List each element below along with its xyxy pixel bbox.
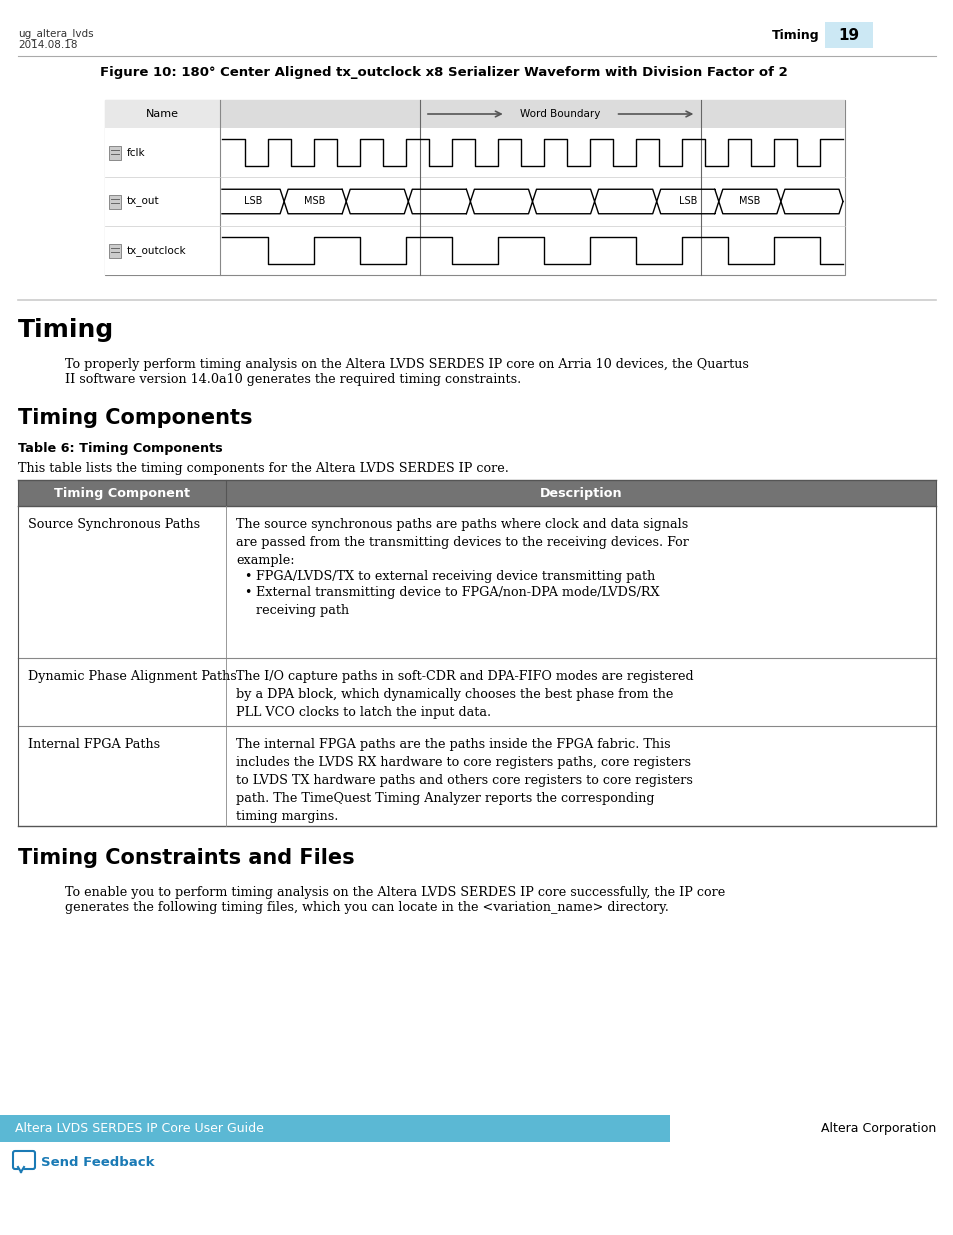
Polygon shape xyxy=(18,1167,24,1172)
Text: Word Boundary: Word Boundary xyxy=(520,109,600,119)
Bar xyxy=(109,194,121,209)
Text: Timing: Timing xyxy=(772,28,820,42)
Text: tx_out: tx_out xyxy=(127,196,159,206)
Bar xyxy=(0,1115,669,1142)
Text: Timing Component: Timing Component xyxy=(54,487,190,499)
Bar xyxy=(18,480,935,506)
Text: Timing Components: Timing Components xyxy=(18,408,253,429)
Text: 2014.08.18: 2014.08.18 xyxy=(18,40,77,49)
Bar xyxy=(18,506,935,658)
Bar xyxy=(109,243,121,258)
Text: ug_altera_lvds: ug_altera_lvds xyxy=(18,28,93,40)
Bar xyxy=(220,100,844,128)
Text: To properly perform timing analysis on the Altera LVDS SERDES IP core on Arria 1: To properly perform timing analysis on t… xyxy=(65,358,748,370)
Text: •: • xyxy=(244,587,252,599)
Text: Name: Name xyxy=(146,109,179,119)
Text: generates the following timing files, which you can locate in the <variation_nam: generates the following timing files, wh… xyxy=(65,902,668,914)
Text: Figure 10: 180° Center Aligned tx_outclock x8 Serializer Waveform with Division : Figure 10: 180° Center Aligned tx_outclo… xyxy=(100,65,787,79)
Text: II software version 14.0a10 generates the required timing constraints.: II software version 14.0a10 generates th… xyxy=(65,373,520,387)
Text: To enable you to perform timing analysis on the Altera LVDS SERDES IP core succe: To enable you to perform timing analysis… xyxy=(65,885,724,899)
Text: Altera LVDS SERDES IP Core User Guide: Altera LVDS SERDES IP Core User Guide xyxy=(15,1123,264,1135)
Text: 19: 19 xyxy=(838,27,859,42)
Text: Timing: Timing xyxy=(18,317,114,342)
Bar xyxy=(105,177,220,226)
Text: Altera Corporation: Altera Corporation xyxy=(820,1123,935,1135)
Text: MSB: MSB xyxy=(739,196,760,206)
Text: LSB: LSB xyxy=(678,196,697,206)
Text: Send Feedback: Send Feedback xyxy=(41,1156,154,1170)
Text: The source synchronous paths are paths where clock and data signals
are passed f: The source synchronous paths are paths w… xyxy=(235,517,688,567)
Bar xyxy=(109,146,121,159)
Bar xyxy=(105,100,844,275)
Text: Timing Constraints and Files: Timing Constraints and Files xyxy=(18,848,355,868)
Text: MSB: MSB xyxy=(304,196,326,206)
Text: •: • xyxy=(244,571,252,583)
Bar xyxy=(105,226,220,275)
Bar xyxy=(18,726,935,826)
Bar xyxy=(105,100,844,128)
Bar xyxy=(824,22,872,48)
Bar xyxy=(18,658,935,726)
Text: fclk: fclk xyxy=(127,147,146,158)
Text: External transmitting device to FPGA/non-DPA mode/LVDS/RX
receiving path: External transmitting device to FPGA/non… xyxy=(255,587,659,618)
Text: FPGA/LVDS/TX to external receiving device transmitting path: FPGA/LVDS/TX to external receiving devic… xyxy=(255,571,655,583)
Text: tx_outclock: tx_outclock xyxy=(127,245,187,256)
Text: The I/O capture paths in soft-CDR and DPA-FIFO modes are registered
by a DPA blo: The I/O capture paths in soft-CDR and DP… xyxy=(235,671,693,719)
Text: Internal FPGA Paths: Internal FPGA Paths xyxy=(28,739,160,751)
Text: Description: Description xyxy=(539,487,621,499)
Text: Dynamic Phase Alignment Paths: Dynamic Phase Alignment Paths xyxy=(28,671,236,683)
Text: Source Synchronous Paths: Source Synchronous Paths xyxy=(28,517,200,531)
Text: Table 6: Timing Components: Table 6: Timing Components xyxy=(18,442,222,454)
Bar xyxy=(105,128,220,177)
Text: The internal FPGA paths are the paths inside the FPGA fabric. This
includes the : The internal FPGA paths are the paths in… xyxy=(235,739,692,823)
Text: LSB: LSB xyxy=(244,196,262,206)
Text: This table lists the timing components for the Altera LVDS SERDES IP core.: This table lists the timing components f… xyxy=(18,462,508,475)
